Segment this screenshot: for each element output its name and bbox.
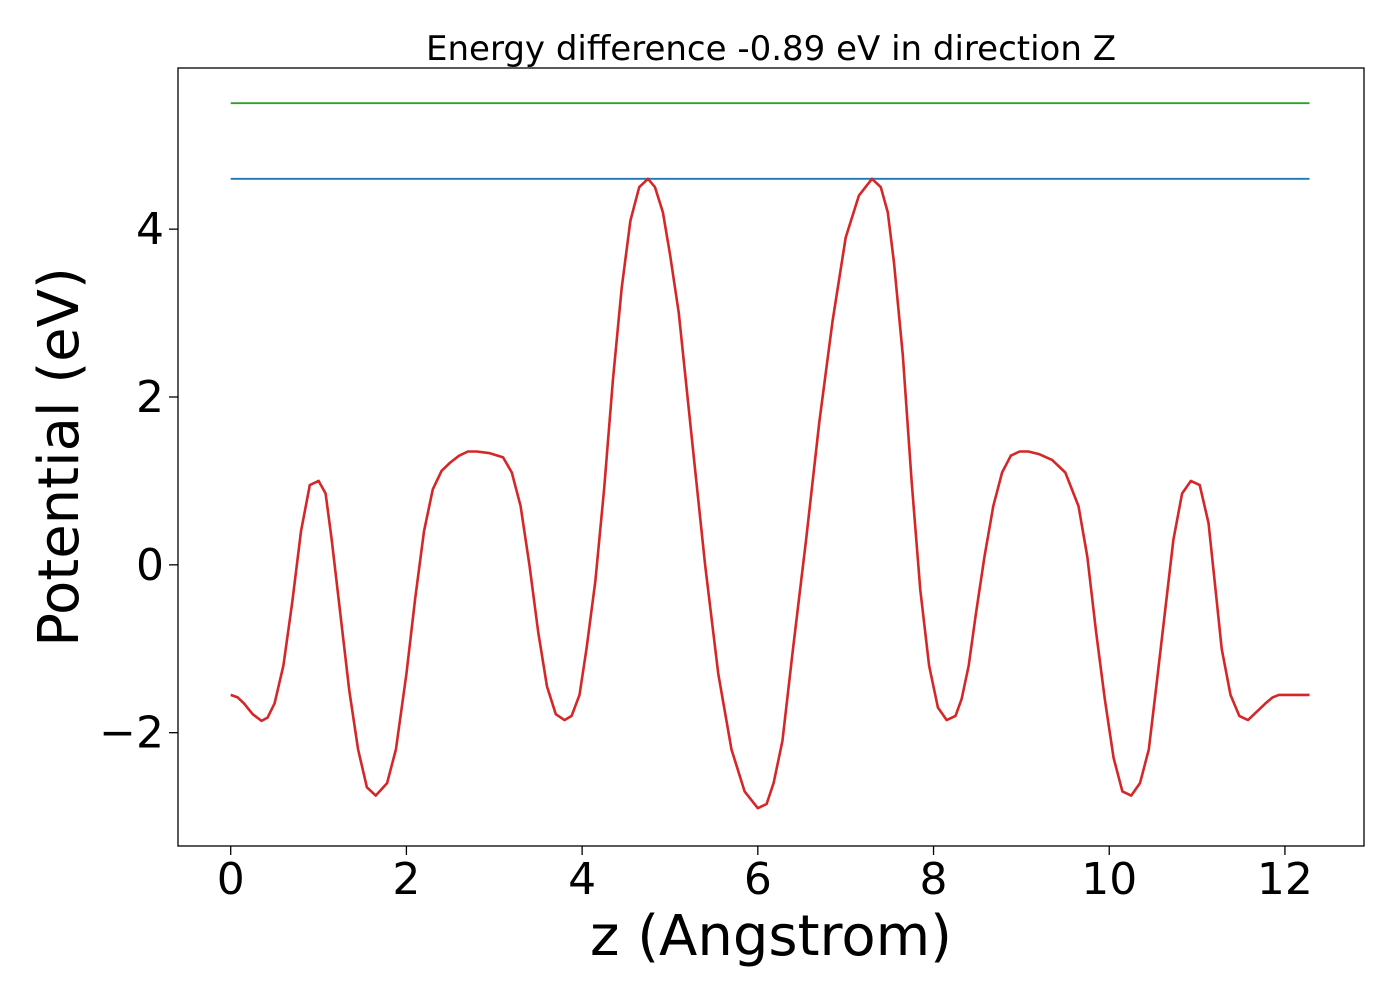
plot-frame (177, 67, 1365, 847)
y-tick-label: −2 (99, 708, 164, 759)
x-tick-label: 10 (1081, 854, 1137, 905)
x-tick-label: 8 (920, 854, 948, 905)
y-tick-label: 4 (136, 204, 164, 255)
x-tick-label: 2 (392, 854, 420, 905)
y-tick-label: 0 (136, 540, 164, 591)
x-tick-label: 6 (744, 854, 772, 905)
y-axis-label: Potential (eV) (27, 267, 92, 647)
x-axis-label: z (Angstrom) (590, 904, 952, 969)
chart-title: Energy difference -0.89 eV in direction … (426, 29, 1116, 69)
x-tick-label: 12 (1257, 854, 1313, 905)
axis-ticks: 0 2 4 6 8 10 12 −2 0 2 4 (99, 204, 1313, 905)
series-red-potential-line (230, 177, 1310, 810)
y-tick-label: 2 (136, 372, 164, 423)
x-tick-label: 0 (217, 854, 245, 905)
x-tick-label: 4 (568, 854, 596, 905)
plot-area (230, 102, 1310, 810)
